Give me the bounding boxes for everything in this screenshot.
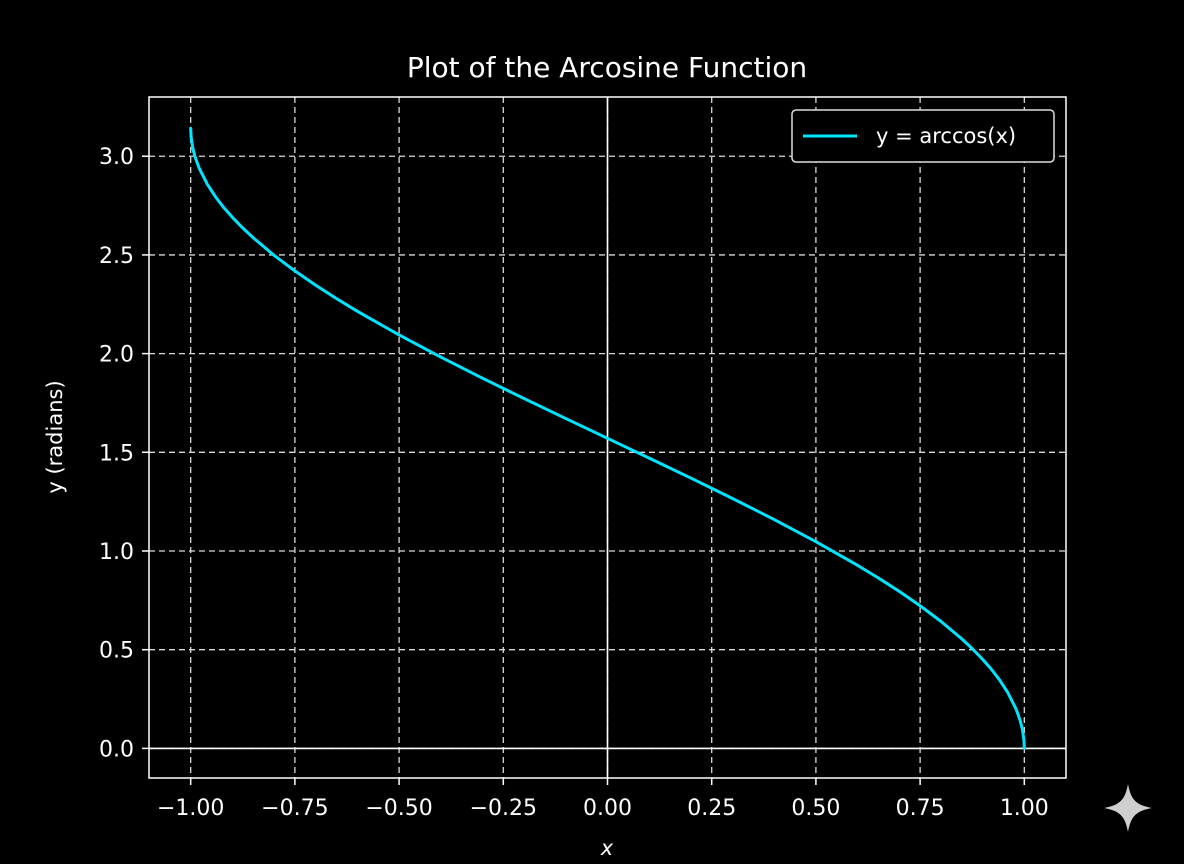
x-tick-label: 0.25 [687, 796, 736, 821]
x-tick-label: 0.00 [583, 796, 632, 821]
y-tick-label: 1.0 [99, 540, 134, 565]
y-tick-label: 3.0 [99, 145, 134, 170]
y-tick-label: 2.5 [99, 244, 134, 269]
x-tick-label: −0.25 [470, 796, 537, 821]
sparkle-icon [1104, 784, 1152, 832]
x-tick-label: −0.75 [261, 796, 328, 821]
x-tick-label: 0.75 [896, 796, 945, 821]
y-tick-label: 0.0 [99, 737, 134, 762]
legend: y = arccos(x) [791, 109, 1055, 163]
y-axis-label: y (radians) [43, 380, 67, 493]
chart-title: Plot of the Arcosine Function [407, 51, 807, 84]
series-line [189, 126, 1026, 750]
x-tick-label: −1.00 [157, 796, 224, 821]
legend-label: y = arccos(x) [876, 124, 1016, 148]
y-tick-label: 2.0 [99, 343, 134, 368]
x-tick-label: 0.50 [791, 796, 840, 821]
y-tick-label: 0.5 [99, 639, 134, 664]
x-axis-label: x [600, 836, 614, 860]
legend-box [791, 109, 1055, 163]
series-layer [189, 126, 1026, 750]
x-tick-label: −0.50 [365, 796, 432, 821]
ticks: −1.00 −0.75 −0.50 −0.25 0.00 0.25 0.50 0.75 1.00… [99, 145, 1049, 821]
x-tick-label: 1.00 [1000, 796, 1049, 821]
y-tick-label: 1.5 [99, 441, 134, 466]
